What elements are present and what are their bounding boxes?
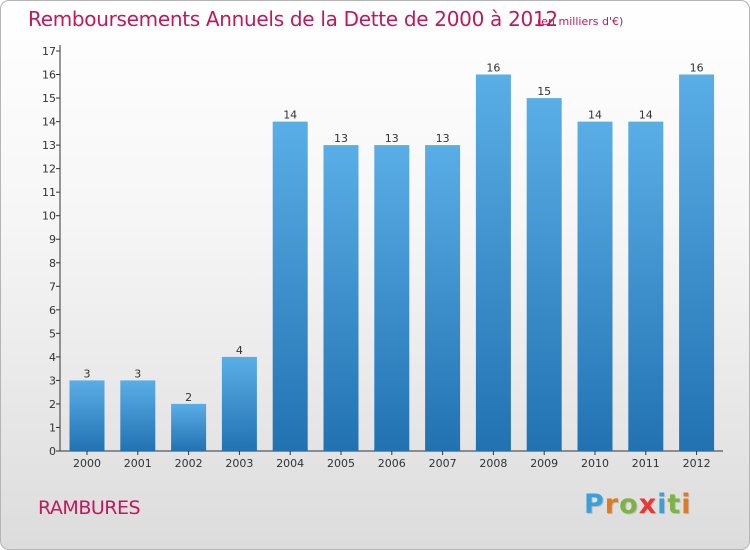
bar — [679, 74, 715, 451]
y-tick-label: 5 — [49, 327, 56, 340]
bar-value-label: 13 — [334, 132, 348, 145]
bar — [628, 121, 664, 451]
logo-letter: i — [681, 489, 692, 520]
bar-value-label: 15 — [537, 85, 551, 98]
y-tick-label: 17 — [42, 45, 56, 58]
x-tick-label: 2003 — [225, 457, 253, 470]
y-tick-label: 0 — [49, 445, 56, 458]
x-tick-label: 2000 — [73, 457, 101, 470]
logo-letter: P — [584, 489, 605, 520]
bar — [323, 145, 359, 451]
bar-value-label: 4 — [236, 344, 243, 357]
bar-value-label: 14 — [639, 109, 653, 122]
y-tick-label: 8 — [49, 257, 56, 270]
bar-value-label: 2 — [185, 391, 192, 404]
x-tick-label: 2004 — [276, 457, 304, 470]
y-tick-label: 2 — [49, 398, 56, 411]
y-tick-label: 16 — [42, 69, 56, 82]
y-tick-label: 11 — [42, 186, 56, 199]
bar — [475, 74, 511, 451]
y-tick-label: 3 — [49, 374, 56, 387]
bar — [120, 380, 156, 451]
y-tick-label: 14 — [42, 116, 56, 129]
bar — [526, 98, 562, 451]
logo-letter: t — [667, 489, 682, 520]
bar-value-label: 3 — [84, 367, 91, 380]
bar-value-label: 13 — [436, 132, 450, 145]
bar — [69, 380, 105, 451]
bar-value-label: 13 — [385, 132, 399, 145]
logo-letter: o — [619, 489, 639, 520]
y-tick-label: 7 — [49, 280, 56, 293]
y-tick-label: 9 — [49, 233, 56, 246]
y-tick-label: 15 — [42, 92, 56, 105]
bar-value-label: 3 — [134, 367, 141, 380]
logo-letter: r — [604, 489, 620, 520]
chart-title: Remboursements Annuels de la Dette de 20… — [28, 7, 558, 31]
bar — [374, 145, 410, 451]
bar-value-label: 16 — [486, 62, 500, 75]
x-tick-label: 2012 — [683, 457, 711, 470]
value-labels-group: 3 3 2 4 14 13 13 13 16 15 14 14 16 — [84, 62, 704, 404]
bar-value-label: 14 — [588, 109, 602, 122]
y-tick-label: 12 — [42, 163, 56, 176]
x-tick-label: 2011 — [632, 457, 660, 470]
x-axis: 2000 2001 2002 2003 2004 2005 2006 2007 2008 2009… — [60, 450, 723, 470]
x-tick-label: 2005 — [327, 457, 355, 470]
x-tick-label: 2006 — [378, 457, 406, 470]
x-tick-label: 2001 — [124, 457, 152, 470]
bar — [425, 145, 461, 451]
x-tick-label: 2007 — [429, 457, 457, 470]
bars-group — [69, 74, 715, 451]
y-tick-label: 1 — [49, 421, 56, 434]
bar — [171, 403, 207, 451]
bar-value-label: 16 — [690, 62, 704, 75]
y-tick-label: 4 — [49, 351, 56, 364]
x-tick-label: 2002 — [175, 457, 203, 470]
proxiti-logo[interactable]: Proxiti — [584, 489, 692, 520]
chart-subtitle: (en milliers d'€) — [537, 15, 624, 28]
x-tick-label: 2008 — [479, 457, 507, 470]
y-tick-label: 10 — [42, 210, 56, 223]
x-tick-label: 2010 — [581, 457, 609, 470]
y-tick-label: 13 — [42, 139, 56, 152]
bar — [272, 121, 308, 451]
bar — [221, 356, 257, 451]
bar — [577, 121, 613, 451]
bar-value-label: 14 — [283, 109, 297, 122]
logo-letter: x — [638, 489, 658, 520]
commune-name: RAMBURES — [38, 497, 141, 519]
logo-letter: i — [657, 489, 668, 520]
x-tick-label: 2009 — [530, 457, 558, 470]
y-tick-label: 6 — [49, 304, 56, 317]
